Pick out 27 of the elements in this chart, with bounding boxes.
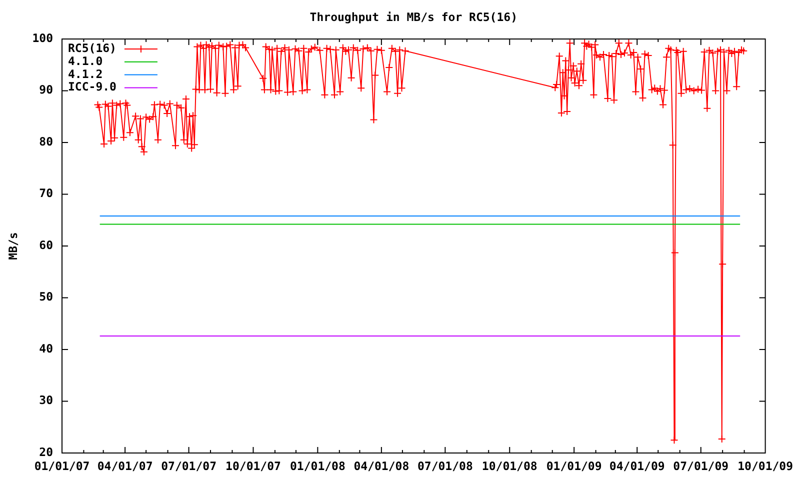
y-tick-label: 90	[39, 82, 54, 97]
x-tick-label: 10/01/08	[482, 458, 538, 473]
y-tick-label: 20	[39, 444, 54, 459]
y-tick-label: 60	[39, 238, 54, 252]
x-tick-label: 01/01/07	[34, 458, 90, 473]
y-tick-label: 40	[39, 341, 54, 356]
x-tick-label: 10/01/09	[738, 458, 794, 473]
y-tick-label: 30	[39, 393, 54, 408]
x-tick-label: 07/01/07	[161, 458, 217, 473]
y-tick-label: 50	[39, 290, 54, 304]
y-axis-title: MB/s	[6, 232, 20, 260]
x-tick-label: 04/01/07	[97, 458, 153, 473]
legend-label: 4.1.2	[68, 66, 103, 81]
y-tick-label: 100	[32, 30, 54, 45]
legend-label: ICC-9.0	[68, 80, 117, 94]
chart-title: Throughput in MB/s for RC5(16)	[310, 10, 518, 24]
x-tick-label: 07/01/08	[417, 458, 473, 473]
y-tick-label: 70	[39, 186, 54, 200]
legend-label: RC5(16)	[68, 40, 116, 55]
x-tick-label: 01/01/08	[290, 458, 346, 473]
x-tick-label: 01/01/09	[546, 458, 602, 473]
y-tick-label: 80	[39, 134, 54, 148]
legend-label: 4.1.0	[68, 54, 103, 68]
x-tick-label: 07/01/09	[673, 458, 729, 473]
x-tick-label: 10/01/07	[226, 458, 282, 473]
x-tick-label: 04/01/09	[609, 458, 665, 473]
x-tick-label: 04/01/08	[354, 458, 410, 473]
